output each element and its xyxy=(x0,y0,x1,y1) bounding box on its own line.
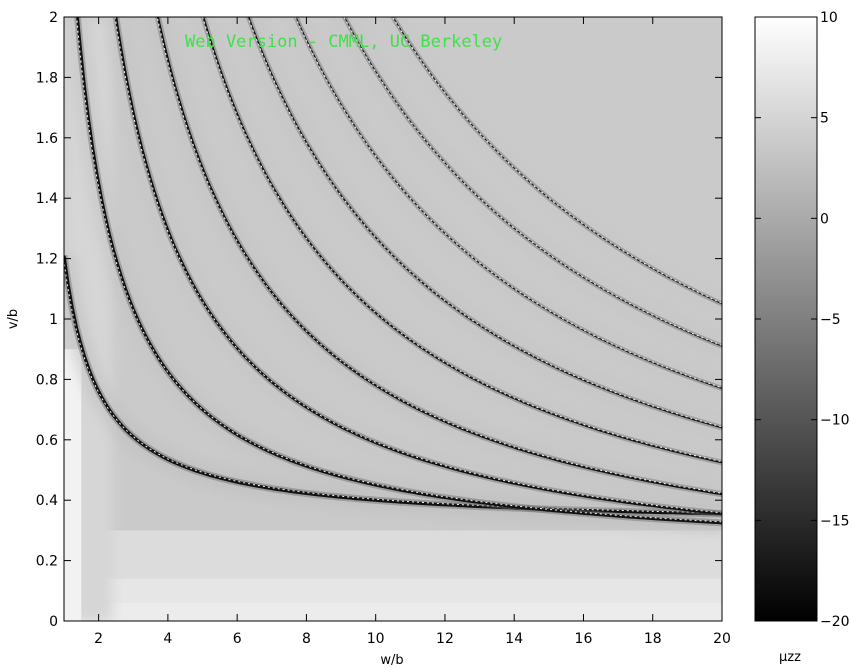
y-tick-label: 0.4 xyxy=(36,493,58,509)
colorbar-tick-label: 0 xyxy=(820,211,829,227)
resonance-line xyxy=(114,17,722,516)
x-tick-label: 12 xyxy=(436,631,454,647)
heatmap xyxy=(64,17,722,621)
colorbar-label: μzz xyxy=(779,650,801,665)
colorbar-tick-label: −5 xyxy=(820,312,841,328)
x-tick-label: 20 xyxy=(713,631,731,647)
colorbar-tick-label: −10 xyxy=(820,413,850,429)
colorbar-tick-label: 10 xyxy=(820,10,838,26)
x-tick-label: 14 xyxy=(505,631,523,647)
colorbar-tick-label: −20 xyxy=(820,614,850,630)
resonance-highlight xyxy=(64,258,722,514)
y-tick-label: 0.8 xyxy=(36,372,58,388)
y-tick-label: 1.8 xyxy=(36,70,58,86)
x-tick-label: 2 xyxy=(94,631,103,647)
resonance-highlight xyxy=(392,17,722,304)
resonance-line xyxy=(64,255,722,516)
y-axis: 0 0.2 0.4 0.6 0.8 1 1.2 1.4 1.6 1.8 2 xyxy=(36,10,722,630)
y-tick-label: 1.2 xyxy=(36,252,58,268)
colorbar-ticks: 10 5 0 −5 −10 −15 −20 xyxy=(755,10,850,630)
resonance-line xyxy=(392,17,722,305)
colorbar-tick-label: −15 xyxy=(820,513,850,529)
watermark-text: Web Version - CMML, UC Berkeley xyxy=(185,32,502,52)
y-tick-label: 1.4 xyxy=(36,191,58,207)
x-tick-label: 4 xyxy=(163,631,172,647)
colorbar xyxy=(754,16,818,622)
y-tick-label: 2 xyxy=(49,10,58,26)
y-tick-label: 0.2 xyxy=(36,554,58,570)
y-tick-label: 1 xyxy=(49,312,58,328)
resonance-highlight xyxy=(247,17,722,428)
resonance-highlight xyxy=(76,17,722,523)
x-tick-label: 6 xyxy=(233,631,242,647)
y-tick-label: 1.6 xyxy=(36,131,58,147)
y-tick-label: 0.6 xyxy=(36,433,58,449)
x-tick-label: 16 xyxy=(575,631,593,647)
resonance-highlight xyxy=(294,17,722,388)
resonance-highlight xyxy=(156,17,722,494)
x-axis-label: w/b xyxy=(380,653,403,668)
resonance-highlight xyxy=(114,17,722,514)
x-tick-label: 18 xyxy=(644,631,662,647)
y-axis-label: v/b xyxy=(6,309,21,329)
colorbar-tick-label: 5 xyxy=(820,111,829,127)
x-tick-label: 10 xyxy=(367,631,385,647)
resonance-line xyxy=(247,17,722,429)
x-tick-label: 8 xyxy=(302,631,311,647)
resonance-line xyxy=(156,17,722,496)
y-tick-label: 0 xyxy=(49,614,58,630)
x-axis: 2 4 6 8 10 12 14 16 18 20 xyxy=(94,17,731,647)
left-edge-highlight xyxy=(64,349,82,621)
bottom-strip xyxy=(64,602,722,621)
